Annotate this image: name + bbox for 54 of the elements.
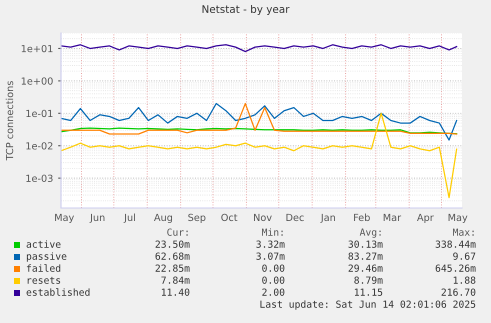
line-series [61, 102, 458, 135]
text: 1.88 [454, 276, 476, 284]
x-tick-label: Nov [254, 214, 272, 222]
text: Cur: [167, 228, 188, 236]
x-tick-label: May [448, 214, 468, 223]
text: 3.32m [256, 240, 285, 248]
legend-label: resets [28, 276, 60, 284]
legend-label: established [26, 288, 90, 296]
x-tick-label: Jul [124, 214, 135, 223]
x-tick-label: Jan [320, 214, 335, 223]
x-tick-label: Feb [354, 214, 370, 222]
x-tick-label: Oct [221, 214, 238, 222]
text: Last update: Sat Jun 14 02:01:06 2025 [260, 300, 476, 310]
line-series [61, 112, 458, 198]
x-tick-label: Mar [384, 214, 402, 222]
legend-label: active [26, 240, 61, 248]
text: 3.07m [256, 252, 285, 260]
text: Max: [452, 228, 474, 236]
text: 23.50m [156, 240, 190, 248]
text: 22.85m [156, 264, 190, 272]
y-tick-label: 1e+01 [22, 44, 52, 52]
x-tick-label: May [55, 214, 74, 223]
x-tick-label: Dec [286, 214, 304, 222]
legend-label: failed [26, 264, 60, 272]
text: 8.79m [354, 276, 383, 284]
text: 9.67 [453, 252, 476, 260]
legend-label: passive [26, 252, 66, 262]
y-tick-label: 1e+00 [22, 77, 53, 85]
text: 0.00 [262, 264, 284, 272]
text: Min: [262, 228, 283, 236]
text: 7.84m [161, 276, 190, 284]
chart-title: Netstat - by year [202, 4, 290, 16]
x-tick-label: Sep [188, 214, 206, 223]
text: 0.00 [262, 276, 284, 284]
text: 30.13m [348, 240, 383, 248]
x-tick-label: Aug [154, 214, 172, 223]
text: 29.46m [348, 264, 383, 272]
line-series [61, 102, 458, 141]
y-tick-label: 1e-03 [26, 174, 53, 182]
text: 11.15 [354, 288, 382, 296]
y-tick-label: 1e-01 [26, 110, 52, 118]
x-tick-label: Apr [417, 214, 434, 223]
text: 62.68m [156, 252, 190, 260]
text: 645.26m [436, 264, 476, 272]
text: 338.44m [436, 240, 476, 248]
text: 216.70 [442, 288, 476, 296]
text: 2.00 [262, 288, 284, 296]
line-series [61, 44, 458, 52]
x-tick-label: Jun [90, 214, 104, 223]
text: 83.27m [348, 252, 383, 260]
text: 11.40 [162, 288, 190, 296]
y-tick-label: 1e-02 [26, 142, 52, 150]
text: Avg: [360, 228, 381, 238]
y-axis-title: TCP connections [6, 81, 14, 160]
